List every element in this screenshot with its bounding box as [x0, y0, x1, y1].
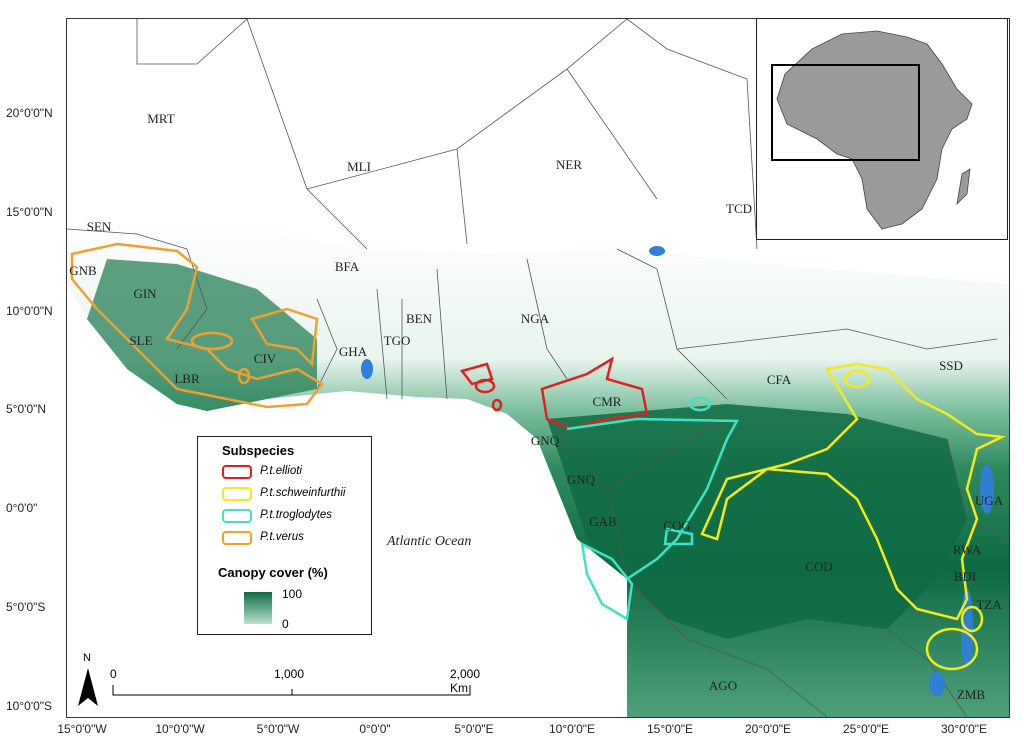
canopy-gradient	[244, 592, 272, 624]
scale-label: 1,000	[274, 667, 305, 681]
inset-extent-box	[771, 64, 920, 161]
legend-title: Subspecies	[222, 443, 295, 458]
north-arrow-icon	[78, 668, 98, 706]
lat-label: 20°0'0"N	[6, 106, 53, 120]
country-label: SSD	[939, 358, 963, 373]
lat-label: 10°0'0"S	[6, 699, 53, 713]
country-label: TGO	[383, 333, 411, 348]
water-bodies	[361, 246, 994, 696]
lon-label: 15°0'0"W	[57, 722, 107, 736]
country-label: BDI	[953, 569, 977, 584]
lat-label: 0°0'0"	[6, 501, 38, 515]
legend-label: P.t.verus	[260, 531, 304, 543]
country-label: TCD	[726, 201, 752, 216]
lon-label: 20°0'0"E	[744, 722, 792, 736]
canopy-title: Canopy cover (%)	[218, 565, 328, 580]
country-label: CFA	[766, 372, 792, 387]
range-verus	[70, 242, 324, 409]
lon-label: 15°0'0"E	[646, 722, 694, 736]
lon-label: 10°0'0"W	[155, 722, 205, 736]
inset-madagascar	[956, 168, 971, 206]
lat-label: 10°0'0"N	[6, 304, 53, 318]
north-label: N	[83, 652, 91, 664]
country-label: BEN	[406, 311, 432, 326]
country-label: AGO	[708, 678, 738, 693]
country-label: BFA	[334, 259, 360, 274]
scale-label: 0	[110, 667, 117, 681]
country-label: GHA	[338, 344, 368, 359]
legend-label: P.t.schweinfurthii	[260, 487, 346, 499]
country-label: CMR	[592, 394, 622, 409]
legend-swatch	[222, 531, 252, 545]
map-canvas	[67, 19, 1009, 717]
country-label: SLE	[129, 333, 153, 348]
north-arrow: N	[78, 652, 98, 708]
canopy-min: 0	[282, 617, 289, 631]
country-label: UGA	[974, 493, 1004, 508]
country-label: LBR	[174, 371, 200, 386]
inset-canvas	[771, 30, 973, 230]
legend-swatch	[222, 487, 252, 501]
lat-label: 5°0'0"N	[6, 402, 47, 416]
legend: Subspecies P.t.ellioti P.t.schweinfurthi…	[197, 436, 372, 635]
ocean-label: Atlantic Ocean	[387, 534, 472, 549]
range-ellioti	[459, 356, 649, 431]
country-label: NGA	[520, 311, 550, 326]
legend-swatch	[222, 465, 252, 479]
country-label: GNQ	[530, 433, 560, 448]
country-label: TZA	[976, 597, 1002, 612]
lon-label: 5°0'0"W	[256, 722, 300, 736]
lon-label: 5°0'0"E	[454, 722, 494, 736]
country-label: ZMB	[956, 687, 986, 702]
country-label: MLI	[347, 159, 371, 174]
scale-line	[112, 685, 471, 696]
country-label: RWA	[952, 542, 982, 557]
country-label: COG	[663, 518, 691, 533]
range-troglodytes	[566, 396, 740, 622]
legend-label: P.t.ellioti	[260, 465, 302, 477]
canopy-max: 100	[282, 587, 303, 601]
scale-label: 2,000 Km	[450, 667, 481, 695]
country-label: GNQ	[566, 472, 596, 487]
inset-africa	[776, 30, 973, 230]
country-label: SEN	[86, 219, 112, 234]
lon-label: 0°0'0"	[359, 722, 391, 736]
lon-label: 30°0'0"E	[940, 722, 988, 736]
range-schweinfurthii	[700, 362, 1007, 671]
country-label: NER	[556, 157, 582, 172]
country-label: MRT	[147, 111, 175, 126]
inset-locator-map	[756, 18, 1008, 240]
lat-label: 15°0'0"N	[6, 205, 53, 219]
lon-label: 10°0'0"E	[548, 722, 596, 736]
lon-label: 25°0'0"E	[842, 722, 890, 736]
congo-forest	[547, 404, 967, 639]
lat-label: 5°0'0"S	[6, 600, 46, 614]
country-label: GIN	[133, 286, 157, 301]
scale-bar: 0 1,000 2,000 Km	[110, 667, 492, 707]
country-label: GNB	[69, 263, 97, 278]
legend-label: P.t.troglodytes	[260, 509, 333, 521]
country-label: GAB	[589, 514, 617, 529]
legend-swatch	[222, 509, 252, 523]
country-label: COD	[805, 559, 833, 574]
country-label: CIV	[253, 351, 277, 366]
country-borders	[67, 19, 1008, 717]
